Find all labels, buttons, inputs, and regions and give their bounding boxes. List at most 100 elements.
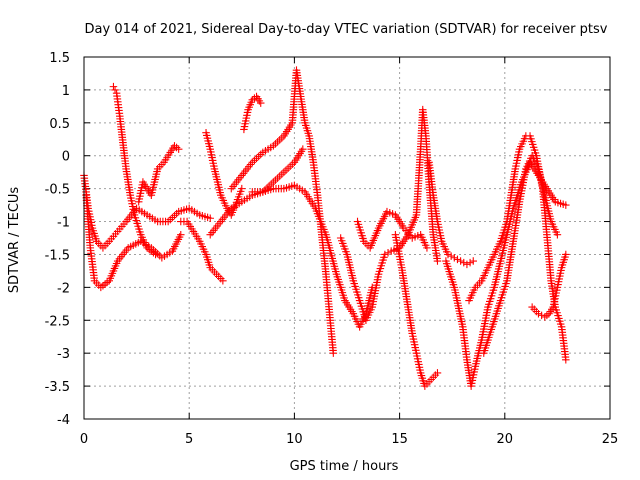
data-point [496,237,505,246]
y-tick-label: -1.5 [45,248,70,263]
data-point [357,302,366,310]
data-point [498,231,507,240]
data-point [130,211,139,219]
data-point [515,148,523,156]
data-point [241,120,249,128]
plot-frame [83,56,611,420]
data-point [549,303,557,311]
data-point [415,360,423,369]
data-point [527,135,535,143]
y-axis-label: SDTVAR / TECUs [7,187,22,294]
series-sat-track-2 [82,191,185,292]
data-point [137,186,145,195]
data-point [529,140,537,149]
data-point [131,214,140,222]
data-point [358,231,366,240]
data-point [151,250,160,259]
data-point [240,125,248,134]
data-point [469,373,477,382]
series-sat-track-13 [391,230,442,390]
data-point [489,286,498,294]
data-point [469,371,478,379]
data-point [109,82,118,91]
data-point [550,297,559,306]
data-point [130,208,138,216]
data-point [379,256,387,264]
data-point [340,242,348,250]
data-point [136,192,144,200]
y-tick-label: 1 [62,84,70,99]
data-point [236,187,245,196]
x-axis-label: GPS time / hours [290,459,399,474]
data-point [553,309,561,317]
series-sat-track-17 [480,151,562,357]
data-point [433,369,442,377]
data-point [526,132,534,140]
data-point [134,222,142,230]
data-point [486,294,495,303]
data-point [412,346,420,355]
chart-title: Day 014 of 2021, Sidereal Day-to-day VTE… [85,22,608,37]
data-point [129,205,138,214]
data-point [411,343,419,352]
data-point [356,299,365,308]
data-point [513,156,521,165]
data-point [350,279,358,288]
series-sat-track-1 [80,171,214,252]
series-sat-track-12 [336,105,442,325]
data-point [556,317,564,325]
data-point [354,220,363,229]
data-point [376,264,385,273]
data-point [210,162,218,170]
data-point [299,145,307,153]
data-point [353,288,361,296]
data-point [380,253,388,262]
x-tick-labels: 0 5 10 15 20 25 [80,432,618,447]
data-point [349,277,358,285]
y-tick-label: -1 [57,216,70,231]
series-sat-track-4 [134,142,183,206]
data-point [357,229,365,237]
data-point [352,285,360,293]
data-point [414,232,422,240]
data-point [205,142,214,151]
y-tick-labels: -4 -3.5 -3 -2.5 -2 -1.5 -1 -0.5 0 0.5 1 1.5 [45,51,70,428]
y-tick-label: 0.5 [49,117,70,132]
data-point [502,220,510,229]
data-point [410,338,418,346]
data-point [497,234,506,243]
data-point [423,244,431,252]
data-point [433,217,442,226]
data-point [501,223,509,231]
data-point [409,332,417,341]
data-point [529,143,538,152]
data-point [378,259,386,267]
data-point [552,289,560,297]
data-point [356,226,364,234]
data-point [436,229,444,237]
data-point [235,190,244,198]
data-point [243,111,251,120]
data-point [136,228,144,236]
data-point [436,231,445,240]
data-point [500,285,508,293]
data-point [408,329,416,338]
data-point [410,340,419,349]
data-point [219,277,227,285]
data-point [562,250,570,259]
data-point [434,220,442,229]
data-point [204,137,212,145]
x-tick-label: 15 [391,432,408,447]
data-point [408,234,416,242]
data-point [511,165,520,173]
data-point [127,194,135,202]
data-point [207,151,216,159]
data-point [240,122,249,131]
data-point [128,202,137,211]
y-tick-label: -2.5 [45,314,70,329]
data-point [358,305,367,313]
data-point [177,230,185,239]
data-point [203,134,212,142]
data-point [500,226,508,234]
data-point [355,296,364,305]
